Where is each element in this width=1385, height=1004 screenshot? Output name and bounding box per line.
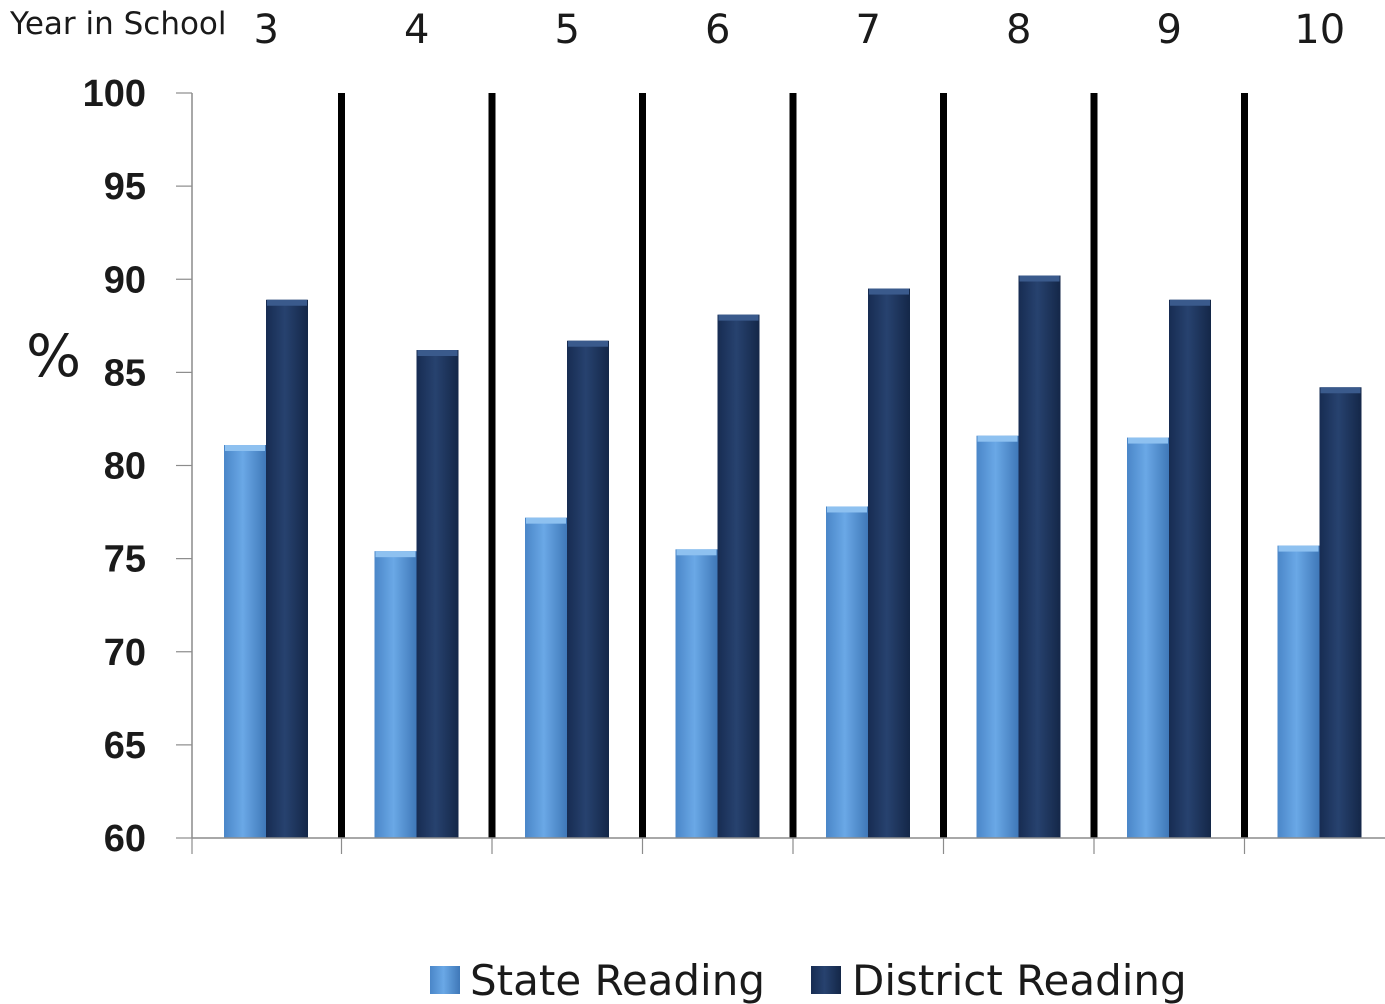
bar-cap <box>225 445 265 452</box>
category-label: 9 <box>1157 7 1182 53</box>
y-axis-label: % <box>26 322 81 390</box>
bar-cap <box>375 551 416 558</box>
y-tick-label: 85 <box>104 352 146 394</box>
bar-district-reading <box>1169 299 1211 838</box>
category-label: 4 <box>404 7 429 53</box>
legend-swatch-district <box>811 966 841 994</box>
bar-district-reading <box>717 314 760 838</box>
axes <box>191 93 1385 854</box>
bar-cap <box>526 517 566 524</box>
category-label: 10 <box>1294 7 1345 53</box>
y-tick-label: 100 <box>83 73 146 115</box>
y-tick-label: 60 <box>104 818 146 860</box>
y-tick-label: 65 <box>104 725 146 767</box>
bar-district-reading <box>1018 275 1061 838</box>
bar-district-reading <box>567 340 609 838</box>
bar-cap <box>568 340 608 347</box>
bar-cap <box>718 314 759 321</box>
y-tick-label: 95 <box>104 166 146 208</box>
y-tick-label: 90 <box>104 259 146 301</box>
legend: State Reading District Reading <box>430 956 1187 1004</box>
bar-state-reading <box>525 517 567 838</box>
bar-cap <box>1170 299 1210 306</box>
bar-state-reading <box>1277 545 1320 838</box>
legend-label-state: State Reading <box>470 956 765 1004</box>
bar-cap <box>417 350 458 357</box>
bar-district-reading <box>266 299 308 838</box>
category-label: 5 <box>555 7 580 53</box>
y-tick-label: 75 <box>104 539 146 581</box>
bar-cap <box>977 435 1018 442</box>
legend-label-district: District Reading <box>852 956 1187 1004</box>
bar-cap <box>1278 545 1319 552</box>
category-label: 6 <box>705 7 730 53</box>
bar-cap <box>1019 275 1060 282</box>
bar-state-reading <box>224 445 266 838</box>
category-labels: 3 4 5 6 7 8 9 10 <box>254 7 1346 53</box>
bar-cap <box>1128 437 1168 444</box>
category-label: 3 <box>254 7 279 53</box>
bars <box>224 275 1362 838</box>
bar-district-reading <box>416 350 459 838</box>
bar-district-reading <box>1319 387 1362 838</box>
y-tick-label: 70 <box>104 632 146 674</box>
x-axis-title: Year in School <box>9 6 227 42</box>
bar-state-reading <box>675 549 718 838</box>
bar-cap <box>676 549 717 556</box>
bar-cap <box>827 506 867 513</box>
bar-cap <box>267 299 307 306</box>
bar-state-reading <box>374 551 417 838</box>
category-label: 8 <box>1006 7 1031 53</box>
category-label: 7 <box>856 7 881 53</box>
bar-cap <box>869 288 909 295</box>
y-tick-label: 80 <box>104 446 146 488</box>
bar-state-reading <box>1127 437 1169 838</box>
y-axis-ticks: 100 95 90 85 80 75 70 65 60 <box>83 73 192 860</box>
bar-state-reading <box>976 435 1019 838</box>
group-separators <box>338 93 1248 838</box>
bar-district-reading <box>868 288 910 838</box>
legend-swatch-state <box>430 966 460 994</box>
bar-cap <box>1320 387 1361 394</box>
bar-state-reading <box>826 506 868 838</box>
